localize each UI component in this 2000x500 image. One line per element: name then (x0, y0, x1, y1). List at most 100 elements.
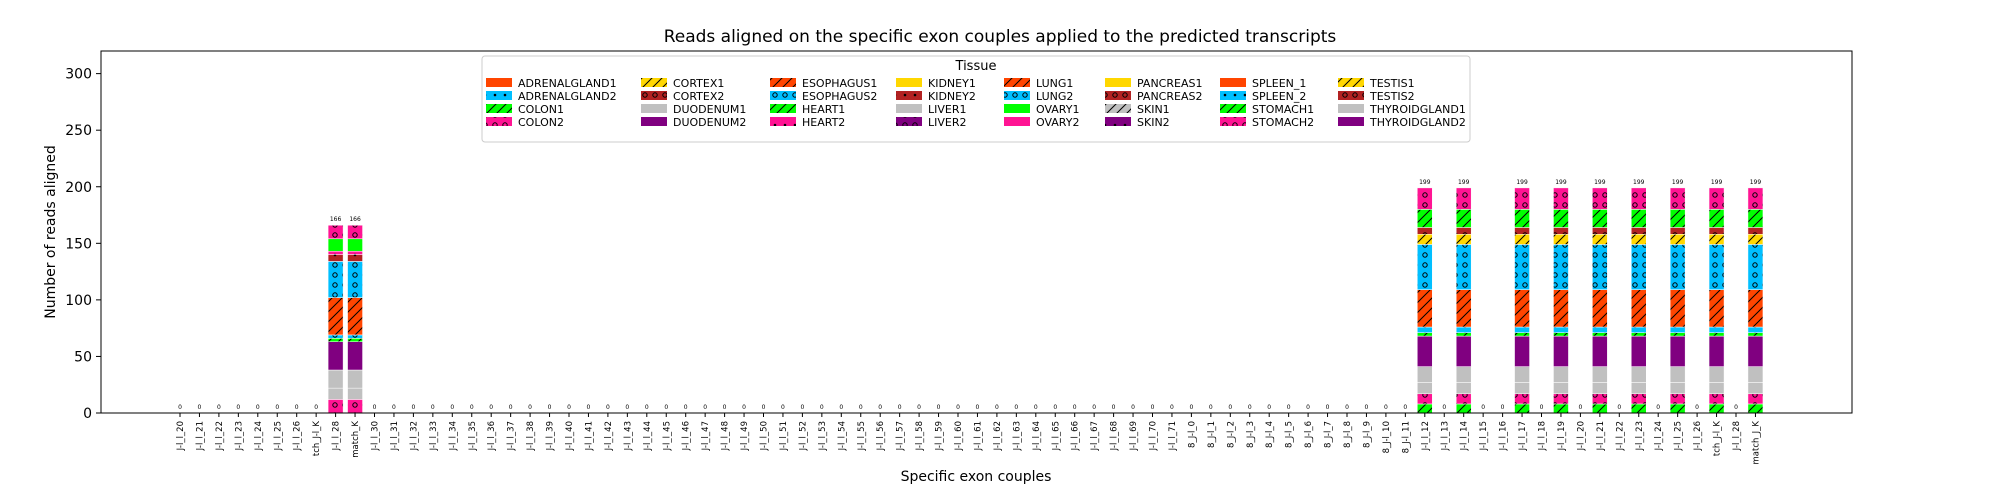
x-tick-label: J-l_l_53 (818, 421, 828, 451)
bar-segment-duodenum1 (1708, 366, 1725, 383)
bar-value-label: 0 (1540, 404, 1544, 411)
bar-value-label: 0 (1112, 404, 1116, 411)
bar-stack (1669, 187, 1686, 414)
legend-swatch (770, 104, 796, 113)
bar-segment-stomach1 (1708, 209, 1725, 228)
bar-stack (327, 224, 344, 414)
legend-title: Tissue (955, 59, 997, 74)
bar-segment-stomach2 (1631, 393, 1647, 405)
legend-entry: THYROIDGLAND2 (1338, 116, 1466, 129)
x-tick-label: J-l_l_64 (1032, 421, 1042, 451)
bar-segment-thyroidgland1 (1514, 382, 1530, 395)
bar-value-label: 0 (762, 404, 766, 411)
bar-segment-testis2 (1592, 227, 1608, 235)
x-tick-label: J-l_l_41 (584, 421, 594, 451)
x-tick-label: J-l_l_40 (565, 421, 575, 451)
bar-segment-stomach1 (1417, 209, 1433, 228)
bar-value-label: 0 (450, 404, 454, 411)
x-tick-label: J-l_l_16 (1499, 421, 1509, 451)
bar-value-label: 0 (275, 404, 279, 411)
bar-value-label: 0 (509, 404, 513, 411)
x-tick-label: J-l_l_36 (487, 421, 497, 451)
bar-segment-stomach1 (1669, 209, 1686, 228)
bar-segment-colon2 (1669, 187, 1686, 210)
legend-swatch (1105, 117, 1131, 126)
legend-label: HEART2 (802, 116, 845, 129)
x-tick-label: J-l_l_39 (546, 421, 556, 451)
x-tick-label: 8_J-l_3 (1246, 421, 1256, 448)
bar-segment-colon2 (1708, 187, 1725, 210)
bar-segment-esophagus1 (1631, 289, 1647, 328)
y-tick-label: 300 (65, 67, 92, 83)
bar-segment-colon1 (1708, 403, 1725, 414)
bar-segment-colon1 (1455, 403, 1472, 414)
bar-segment-testis2 (1455, 227, 1472, 235)
bar-segment-heart2 (347, 250, 363, 255)
bar-segment-lung2 (1553, 244, 1569, 290)
y-tick-label: 150 (65, 236, 92, 252)
bar-value-label: 0 (1014, 404, 1018, 411)
x-tick-label: J-l_l_61 (973, 421, 983, 451)
x-tick-label: match_J_K (1751, 421, 1761, 465)
legend-entry: TESTIS1 (1338, 77, 1415, 90)
bar-stack (1631, 187, 1647, 414)
y-tick-label: 50 (74, 349, 92, 365)
legend-swatch (1004, 91, 1030, 100)
bar-segment-duodenum2 (327, 341, 344, 371)
bar-segment-colon1 (1669, 403, 1686, 414)
x-tick-label: J-l_l_28 (1732, 421, 1742, 451)
bar-value-label: 0 (859, 404, 863, 411)
x-tick-label: J-l_l_48 (721, 421, 731, 451)
bar-segment-cortex1 (1592, 234, 1608, 245)
bar-segment-heart1 (327, 338, 344, 342)
bar-stack (1747, 187, 1764, 414)
bar-segment-duodenum1 (347, 369, 363, 389)
bar-segment-thyroidgland1 (1708, 382, 1725, 395)
bar-segment-stomach1 (1553, 209, 1569, 228)
bar-value-label: 0 (703, 404, 707, 411)
bar-value-label: 199 (1458, 179, 1470, 186)
bar-value-label: 0 (1442, 404, 1446, 411)
legend-swatch (896, 117, 922, 126)
bar-segment-esophagus1 (1592, 289, 1608, 328)
x-axis-label: Specific exon couples (901, 469, 1052, 485)
bar-segment-cortex1 (1553, 234, 1569, 245)
x-tick-label: J-l_l_28 (332, 421, 342, 451)
x-tick-label: J-l_l_30 (371, 421, 381, 451)
y-tick-label: 0 (83, 406, 92, 422)
x-tick-label: J-l_l_71 (1168, 421, 1178, 451)
bar-segment-colon2 (1514, 187, 1530, 210)
bar-segment-esophagus2 (347, 334, 363, 339)
bar-segment-duodenum1 (1631, 366, 1647, 383)
bar-value-label: 166 (349, 216, 361, 223)
bars-layer (327, 187, 1764, 414)
bar-segment-esophagus2 (1592, 326, 1608, 333)
legend-swatch (896, 104, 922, 113)
legend-entry: CORTEX1 (641, 77, 724, 90)
x-tick-label: J-l_l_15 (1479, 421, 1489, 451)
bar-value-label: 0 (1695, 404, 1699, 411)
bar-segment-lung2 (1631, 244, 1647, 290)
x-tick-label: J-l_l_22 (215, 421, 225, 451)
bar-segment-lung2 (347, 261, 363, 298)
legend-entry: ADRENALGLAND2 (486, 90, 617, 103)
bar-segment-esophagus2 (1631, 326, 1647, 333)
legend-swatch (896, 78, 922, 87)
bar-value-label: 0 (820, 404, 824, 411)
bar-segment-esophagus2 (1747, 326, 1764, 333)
legend-label: OVARY1 (1036, 103, 1079, 116)
x-axis: J-l_l_20 J-l_l_21 J-l_l_22 J-l_l_23 J-l_l_24… (176, 413, 1761, 464)
bar-segment-thyroidgland1 (1417, 382, 1433, 395)
bar-segment-cortex1 (1417, 234, 1433, 245)
bar-value-label: 0 (431, 404, 435, 411)
x-tick-label: J-l_l_25 (273, 421, 283, 451)
x-tick-label: J-l_l_60 (954, 421, 964, 451)
bar-segment-esophagus2 (1417, 326, 1433, 333)
bar-stack (347, 224, 363, 414)
x-tick-label: J-l_l_26 (293, 421, 303, 451)
bar-value-label: 0 (1287, 404, 1291, 411)
x-tick-label: J-l_l_65 (1051, 421, 1061, 451)
y-axis: 0 50 100 150 200 250 300 (65, 67, 101, 422)
bar-segment-thyroidgland1 (1747, 382, 1764, 395)
